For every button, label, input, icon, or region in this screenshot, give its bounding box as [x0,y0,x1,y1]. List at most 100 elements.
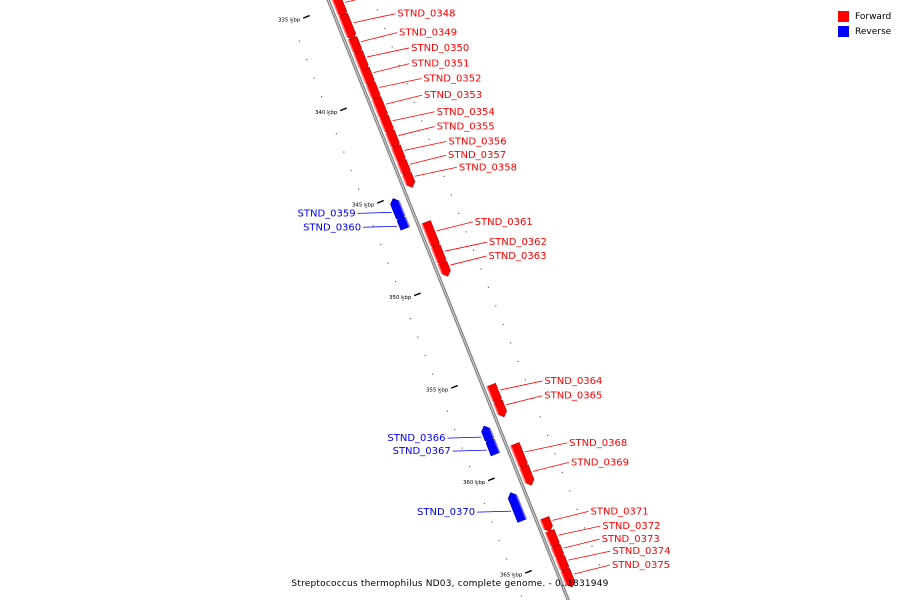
label-leader [379,78,422,88]
gene-highlight [515,494,527,520]
label-leader [447,436,482,439]
minor-tick [358,188,360,190]
gene-label[interactable]: STND_0349 [399,28,457,39]
gene-highlight [437,264,443,275]
gene-label[interactable]: STND_0365 [544,391,602,402]
minor-tick [472,249,475,252]
minor-tick-marks [291,9,600,597]
gene-label[interactable]: STND_0373 [602,534,660,545]
gene-label[interactable]: STND_0354 [437,107,495,118]
minor-tick [450,194,452,196]
gene-label[interactable]: STND_0351 [411,59,469,70]
label-leader [367,47,410,58]
gene-highlight [544,532,552,546]
gene-label[interactable]: STND_0370 [417,507,475,518]
label-leader [450,255,487,266]
minor-tick [313,77,315,79]
label-leader [373,63,410,74]
minor-tick [506,558,508,560]
legend: Forward Reverse [838,9,891,39]
minor-tick [406,83,408,85]
gene-highlight [396,162,403,175]
gene-highlight [398,200,406,216]
gene-label[interactable]: STND_0356 [448,136,506,147]
gene-label[interactable]: STND_0367 [393,446,451,457]
gene-label[interactable]: STND_0374 [612,546,670,557]
tick-label: 345 kbp [352,202,375,208]
label-leader [444,241,487,252]
gene-label[interactable]: STND_0348 [397,9,455,20]
minor-tick [376,9,378,11]
label-leader [385,94,423,105]
tick-label: 335 kbp [278,17,301,23]
sequence-backbone [326,0,570,600]
gene-label[interactable]: STND_0368 [569,438,627,449]
gene-label[interactable]: STND_0358 [459,162,517,173]
minor-tick [491,521,493,523]
minor-tick [439,391,441,394]
gene-highlight [486,386,494,402]
label-leader [477,510,512,513]
label-leader [409,154,447,165]
gene-features [331,0,576,588]
minor-tick [343,151,345,153]
major-tick [339,107,347,112]
gene-label[interactable]: STND_0371 [590,506,648,517]
genome-caption: Streptococcus thermophilus ND03, complet… [291,579,609,589]
backbone-highlight [327,0,569,600]
label-leader [500,380,543,391]
label-leader [363,225,398,228]
gene-highlight [385,132,392,147]
gene-arrow-stnd-0370[interactable] [507,492,527,523]
gene-arrow-stnd-0360[interactable] [396,214,410,231]
gene-label[interactable]: STND_0366 [387,433,445,444]
gene-arrow-stnd-0367[interactable] [485,436,500,457]
minor-tick [395,280,397,283]
gene-highlight [555,558,562,571]
minor-tick [461,447,463,449]
label-leader [452,449,487,452]
minor-tick [487,286,489,289]
gene-label[interactable]: STND_0364 [544,376,602,387]
forward-swatch [838,11,849,22]
tick-label: 355 kbp [426,387,449,393]
minor-tick [291,21,293,24]
gene-label[interactable]: STND_0353 [424,90,482,101]
minor-tick [380,243,382,246]
minor-tick [398,64,401,67]
gene-highlight [430,247,439,263]
label-leader [360,32,398,43]
gene-label[interactable]: STND_0361 [475,217,533,228]
gene-label[interactable]: STND_0369 [571,457,629,468]
minor-tick [513,576,515,579]
gene-label[interactable]: STND_0372 [602,521,660,532]
minor-tick [583,527,586,529]
gene-highlight [338,16,348,38]
label-leader [558,525,601,536]
reverse-swatch [838,26,849,37]
minor-tick [469,465,471,468]
minor-tick [446,410,449,412]
minor-tick [598,564,600,566]
gene-label[interactable]: STND_0350 [411,43,469,54]
gene-label[interactable]: STND_0359 [298,208,356,219]
major-tick [302,14,310,19]
gene-highlight [379,118,386,132]
major-tick [450,384,458,389]
tick-label: 340 kbp [315,110,338,116]
minor-tick [424,354,426,357]
gene-label[interactable]: STND_0375 [612,560,670,571]
gene-label[interactable]: STND_0357 [448,150,506,161]
major-ticks: 335 kbp 340 kbp 345 kbp 350 kbp 355 kbp 360 k… [278,14,532,578]
gene-label[interactable]: STND_0360 [303,222,361,233]
gene-label[interactable]: STND_0362 [489,237,547,248]
gene-label[interactable]: STND_0355 [437,122,495,133]
gene-highlight [560,571,568,585]
legend-label-forward: Forward [855,11,892,22]
label-leader [436,221,473,232]
gene-label[interactable]: STND_0363 [488,251,546,262]
tick-label: 365 kbp [500,572,523,578]
minor-tick [539,416,541,418]
gene-label[interactable]: STND_0352 [423,73,481,84]
label-leader [563,538,600,549]
